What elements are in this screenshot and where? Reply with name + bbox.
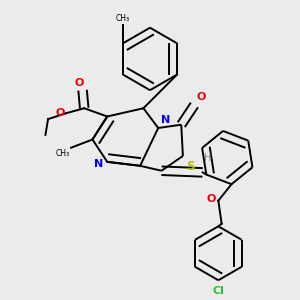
Text: N: N <box>161 116 170 125</box>
Text: CH₃: CH₃ <box>55 149 69 158</box>
Text: CH₃: CH₃ <box>116 14 130 23</box>
Text: H: H <box>204 152 211 163</box>
Text: Cl: Cl <box>212 286 224 296</box>
Text: N: N <box>94 158 103 169</box>
Text: O: O <box>75 77 84 88</box>
Text: S: S <box>186 160 195 173</box>
Text: O: O <box>206 194 216 204</box>
Text: O: O <box>55 107 64 118</box>
Text: O: O <box>196 92 206 102</box>
